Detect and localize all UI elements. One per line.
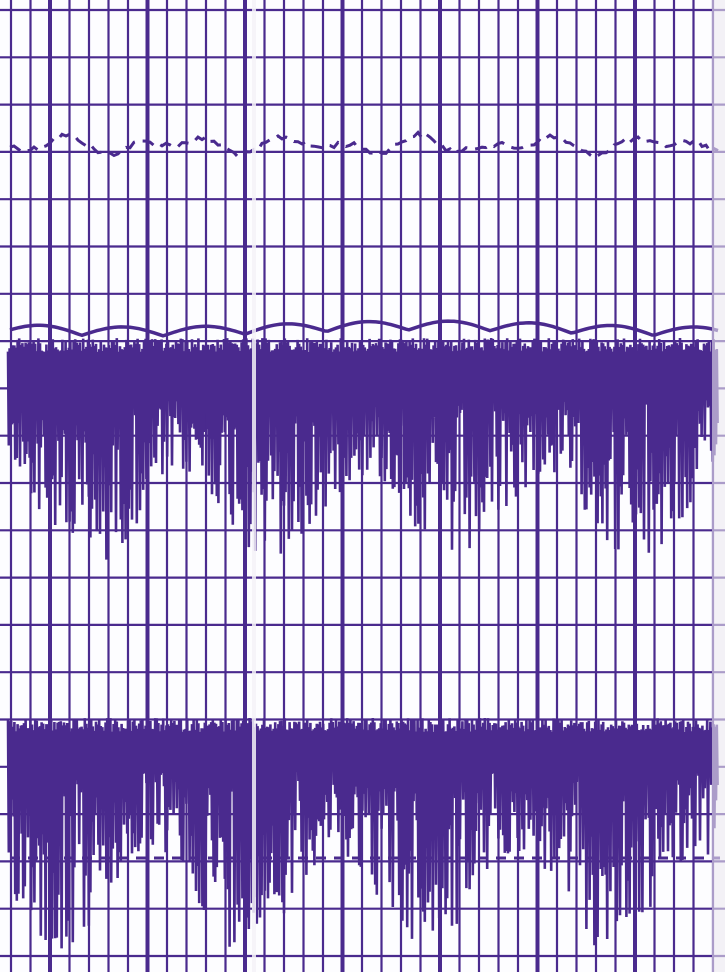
wavy-trace xyxy=(9,319,719,338)
waveform-band xyxy=(6,717,719,955)
paper-edge-shadow xyxy=(712,0,725,972)
traces xyxy=(6,130,720,955)
waveform-band xyxy=(6,337,719,560)
dashed-trace xyxy=(9,130,719,160)
paper-fold xyxy=(252,0,256,972)
